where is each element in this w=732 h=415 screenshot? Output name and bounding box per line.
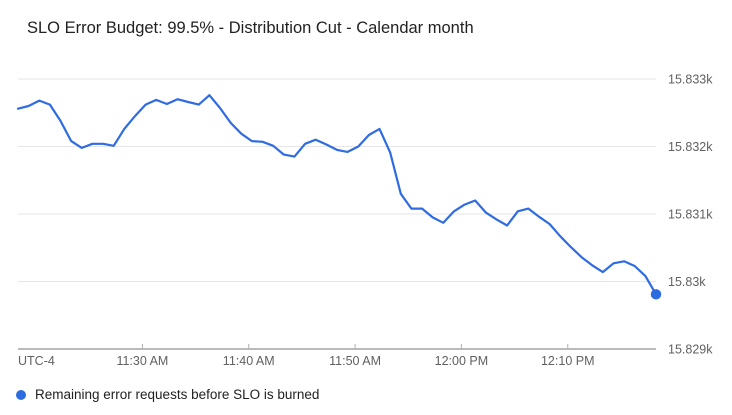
x-axis-tick-label: 11:30 AM: [116, 354, 168, 368]
y-axis-tick-label: 15.832k: [668, 140, 713, 154]
y-axis-tick-label: 15.829k: [668, 343, 713, 357]
y-axis-tick-label: 15.83k: [668, 275, 706, 289]
timezone-label: UTC-4: [18, 354, 55, 368]
legend-item-remaining-error-requests[interactable]: Remaining error requests before SLO is b…: [16, 387, 319, 402]
slo-chart[interactable]: 15.833k 15.832k 15.831k 15.83k 15.829k 11:30 …: [0, 0, 732, 380]
y-axis-tick-label: 15.833k: [668, 73, 713, 87]
x-axis-tick-label: 12:10 PM: [541, 354, 595, 368]
latest-point-marker[interactable]: [650, 289, 662, 300]
series-line[interactable]: [16, 94, 658, 296]
x-axis-tick-label: 12:00 PM: [435, 354, 489, 368]
y-axis-tick-label: 15.831k: [668, 208, 713, 222]
legend: Remaining error requests before SLO is b…: [16, 387, 319, 402]
x-axis-tick-label: 11:40 AM: [223, 354, 275, 368]
chart-title: SLO Error Budget: 99.5% - Distribution C…: [27, 19, 474, 37]
legend-series-dot-icon: [16, 389, 26, 400]
x-axis-tick-label: 11:50 AM: [329, 354, 381, 368]
legend-series-label: Remaining error requests before SLO is b…: [35, 387, 320, 402]
